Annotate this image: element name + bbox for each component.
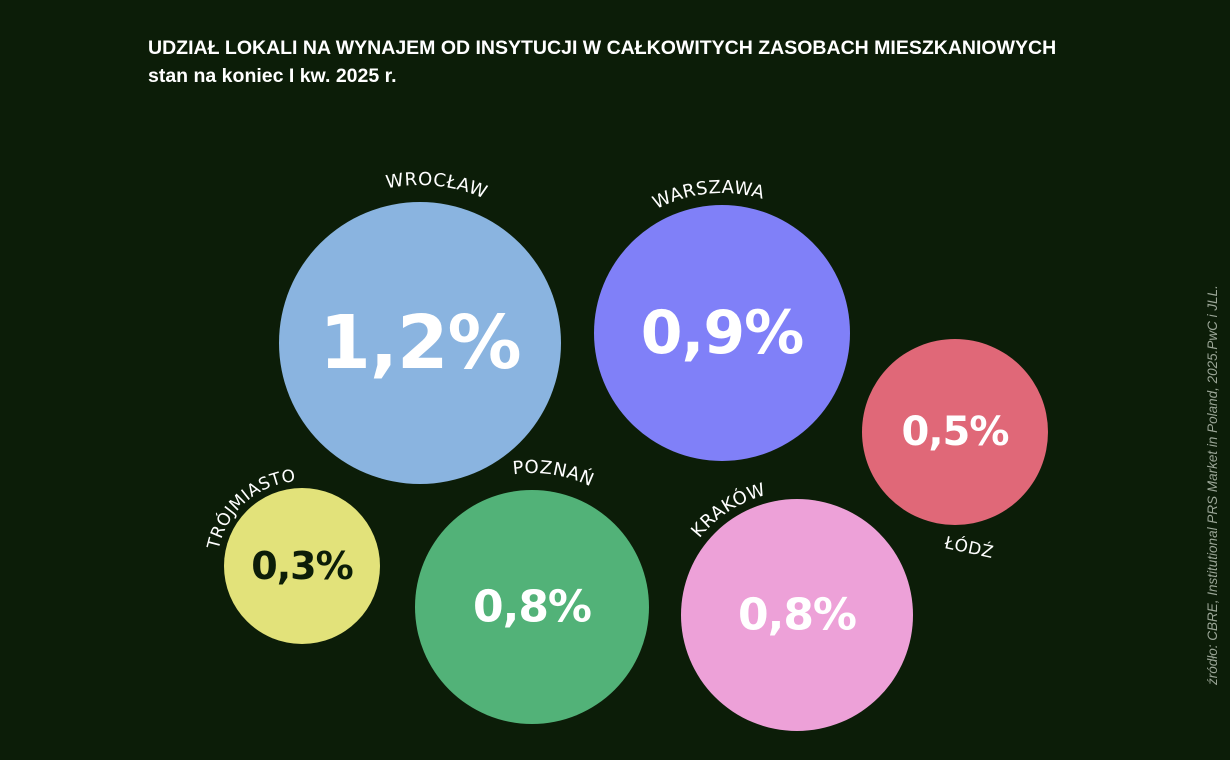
- bubble-warszawa-circle: [594, 205, 850, 461]
- value-label-wroclaw: 1,2%: [319, 300, 520, 386]
- city-label-lodz: ŁÓDŹ: [942, 531, 996, 563]
- bubble-lodz-circle: [862, 339, 1048, 525]
- source-note: źródło: CBRE, Institutional PRS Market i…: [1205, 285, 1220, 685]
- bubble-wroclaw-circle: [279, 202, 561, 484]
- value-label-warszawa: 0,9%: [641, 298, 803, 368]
- value-label-krakow: 0,8%: [738, 590, 856, 641]
- bubble-warszawa: 0,9%WARSZAWA: [594, 177, 850, 461]
- bubble-krakow: 0,8%KRAKÓW: [681, 479, 913, 731]
- chart-subtitle: stan na koniec I kw. 2025 r.: [148, 65, 397, 87]
- chart-header: UDZIAŁ LOKALI NA WYNAJEM OD INSYTUCJI W …: [148, 34, 1056, 90]
- city-label-poznan: POZNAŃ: [512, 457, 598, 491]
- bubble-poznan-circle: [415, 490, 649, 724]
- value-label-lodz: 0,5%: [902, 409, 1009, 455]
- value-label-poznan: 0,8%: [473, 582, 591, 633]
- chart-title: UDZIAŁ LOKALI NA WYNAJEM OD INSYTUCJI W …: [148, 37, 1057, 59]
- value-label-trojmiasto: 0,3%: [251, 544, 352, 588]
- bubble-lodz: 0,5% ŁÓDŹ: [862, 339, 1048, 563]
- bubble-trojmiasto-circle: [224, 488, 380, 644]
- bubble-poznan: 0,8% POZNAŃ: [415, 457, 649, 724]
- bubble-wroclaw: 1,2% WROCŁAW: [279, 169, 561, 484]
- bubble-krakow-circle: [681, 499, 913, 731]
- city-label-wroclaw: WROCŁAW: [384, 169, 490, 203]
- bubble-trojmiasto: 0,3%TRÓJMIASTO: [204, 466, 380, 644]
